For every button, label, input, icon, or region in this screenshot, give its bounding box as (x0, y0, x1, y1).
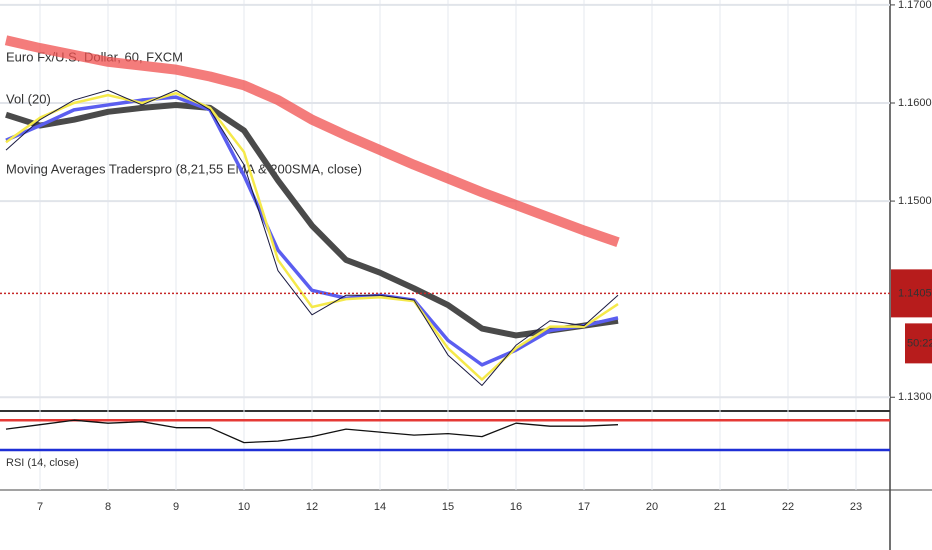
last-price-tag (891, 269, 932, 318)
series-line (5, 95, 619, 367)
y-tick-label: 1.15000 (898, 195, 932, 207)
series-line (5, 89, 619, 386)
y-tick-label: 1.13000 (898, 391, 932, 403)
countdown-tag (905, 323, 932, 364)
x-tick-label: 7 (37, 501, 43, 513)
series-line (5, 101, 619, 339)
series-line (4, 35, 620, 247)
x-tick-label: 16 (510, 501, 522, 513)
x-tick-label: 21 (714, 501, 726, 513)
x-tick-label: 17 (578, 501, 590, 513)
x-tick-label: 23 (850, 501, 862, 513)
countdown-label: 50:22 (907, 337, 932, 349)
rsi-title: RSI (14, close) (6, 457, 79, 469)
x-tick-label: 10 (238, 501, 250, 513)
x-tick-label: 15 (442, 501, 454, 513)
x-tick-label: 22 (782, 501, 794, 513)
series-line (5, 91, 619, 381)
y-tick-label: 1.17000 (898, 0, 932, 11)
series-line (5, 419, 619, 444)
x-tick-label: 9 (173, 501, 179, 513)
legend-ma: Moving Averages Traderspro (8,21,55 EMA … (6, 161, 362, 176)
x-tick-label: 14 (374, 501, 386, 513)
legend-volume: Vol (20) (6, 91, 51, 106)
last-price-label: 1.14059 (898, 287, 932, 299)
y-tick-label: 1.16000 (898, 97, 932, 109)
x-tick-label: 12 (306, 501, 318, 513)
x-tick-label: 20 (646, 501, 658, 513)
x-tick-label: 8 (105, 501, 111, 513)
